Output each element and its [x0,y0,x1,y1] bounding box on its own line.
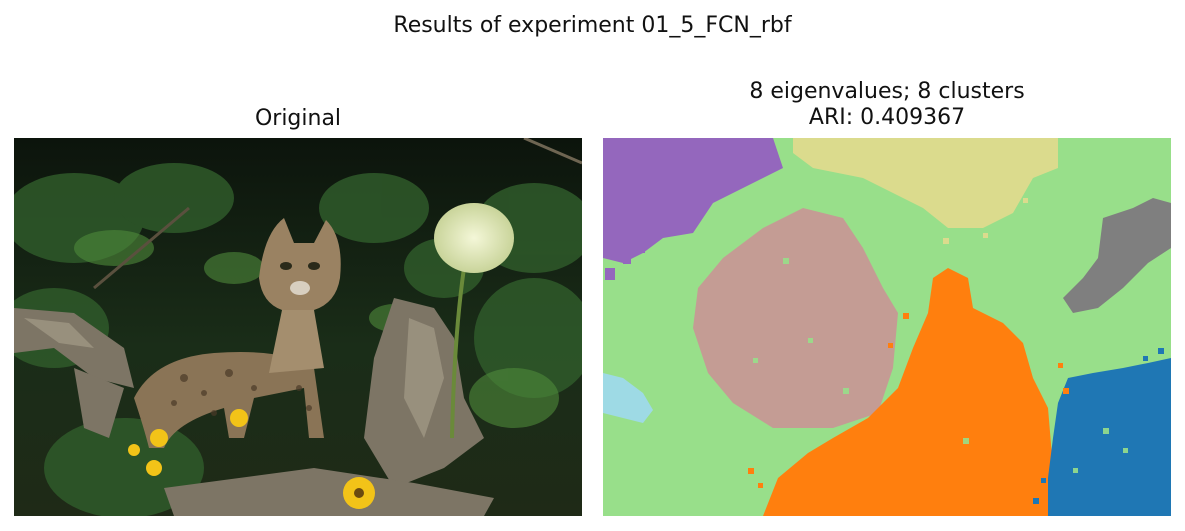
figure-title: Results of experiment 01_5_FCN_rbf [393,13,792,38]
cluster-khaki-region [793,138,1058,228]
original-panel-title: Original [254,106,342,131]
cluster-blue-region [1048,358,1171,516]
segmentation-map-svg [603,138,1171,516]
cluster-orange-region [763,268,1053,516]
original-image [14,138,582,516]
segmentation-title-line-eigenvalues: 8 eigenvalues; 8 clusters [749,79,1025,104]
segmentation-panel-title: 8 eigenvalues; 8 clusters ARI: 0.409367 [603,79,1171,131]
cluster-purple-region [603,138,783,263]
bobcat-photo [14,138,582,516]
segmentation-title-line-ari: ARI: 0.409367 [808,105,966,130]
cluster-gray-region [1063,198,1171,313]
cluster-rose-region [693,208,898,428]
cluster-light-blue-region [603,373,653,423]
segmentation-map [603,138,1171,516]
